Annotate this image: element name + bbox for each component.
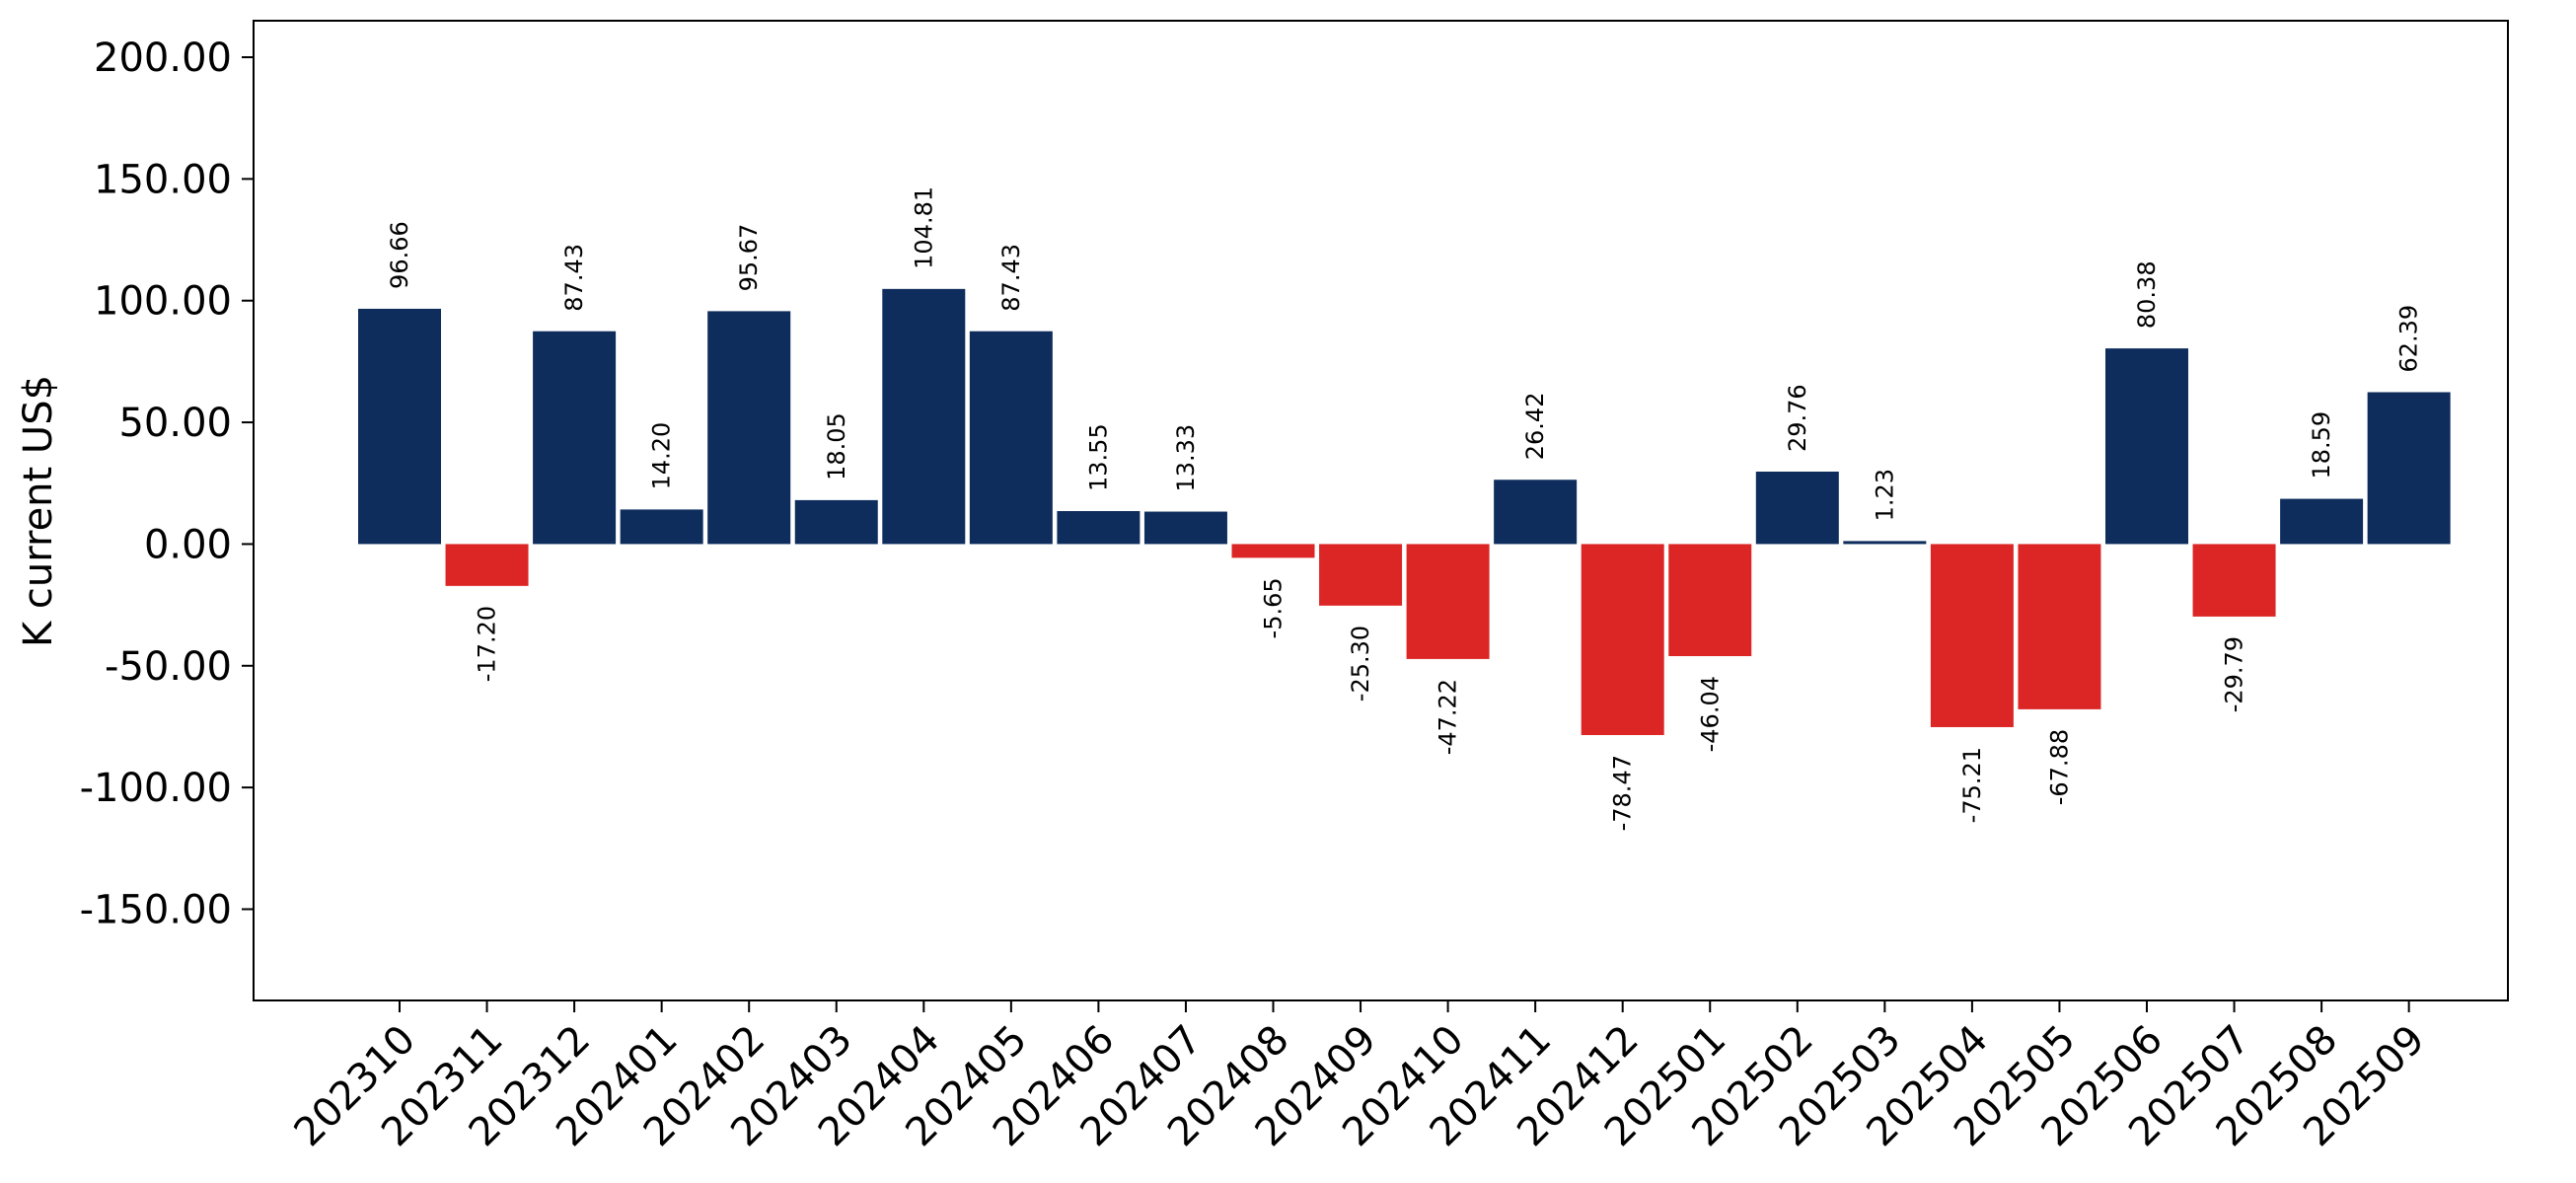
bar	[882, 288, 966, 545]
x-axis: 2023102023112023122024012024022024032024…	[286, 1000, 2434, 1155]
y-tick-label: 150.00	[94, 157, 232, 202]
plot-frame	[253, 20, 2509, 1001]
bar	[1668, 544, 1752, 657]
bar-value-label: -46.04	[1696, 676, 1724, 752]
bar	[620, 509, 703, 545]
bar-value-label: 96.66	[386, 221, 413, 289]
y-axis-label: K current US$	[16, 375, 61, 647]
data-labels: 96.66 -17.20 87.43 14.20 95.67 18.05 104.81 87.…	[386, 186, 2423, 832]
bar-value-label: -47.22	[1435, 679, 1462, 755]
bar	[1930, 544, 2014, 727]
bar-value-label: -17.20	[474, 606, 501, 682]
bar-value-label: 87.43	[997, 244, 1025, 312]
bar	[707, 311, 791, 545]
bar	[2105, 348, 2188, 545]
bar	[445, 544, 529, 586]
bar	[1755, 472, 1839, 545]
bar-value-label: 1.23	[1871, 469, 1898, 521]
bar-value-label: 62.39	[2395, 305, 2423, 373]
bar	[2192, 544, 2276, 617]
bar	[2018, 544, 2101, 709]
bar	[1581, 544, 1664, 736]
bar	[533, 331, 617, 545]
bar	[1843, 541, 1927, 545]
bar-value-label: -5.65	[1260, 577, 1288, 638]
bar-value-label: 95.67	[735, 224, 763, 292]
bar-value-label: 80.38	[2133, 260, 2161, 329]
bar-value-label: 87.43	[560, 244, 588, 312]
bar	[1319, 544, 1403, 606]
y-tick-label: -50.00	[105, 644, 232, 690]
y-tick-label: -150.00	[80, 887, 232, 932]
y-axis: -150.00 -100.00 -50.00 0.00 50.00 100.00 150.0…	[80, 36, 254, 932]
bar-value-label: 26.42	[1521, 393, 1549, 461]
bar-value-label: 18.05	[823, 412, 850, 481]
bar-value-label: -75.21	[1958, 747, 1986, 823]
bar	[358, 308, 441, 545]
y-tick-label: 200.00	[94, 36, 232, 81]
bar	[1143, 511, 1227, 545]
bar-value-label: 29.76	[1784, 384, 1811, 452]
bar-value-label: -67.88	[2045, 729, 2073, 805]
bar-value-label: 18.59	[2308, 411, 2335, 480]
bar	[1494, 480, 1578, 545]
bar	[2280, 498, 2364, 545]
bar-value-label: -25.30	[1347, 626, 1374, 702]
y-tick-label: -100.00	[80, 766, 232, 811]
bar-value-label: 104.81	[910, 186, 937, 269]
y-tick-label: 0.00	[144, 522, 232, 567]
y-tick-label: 100.00	[94, 279, 232, 325]
bar	[1406, 544, 1490, 659]
bar-value-label: -78.47	[1609, 755, 1637, 831]
bars	[358, 288, 2451, 736]
bar-value-label: 14.20	[648, 422, 676, 490]
bar	[2367, 392, 2451, 545]
bar	[1057, 510, 1141, 545]
y-tick-label: 50.00	[118, 401, 232, 446]
bar-value-label: 13.55	[1084, 423, 1112, 491]
bar	[794, 499, 878, 545]
bar	[969, 331, 1053, 545]
bar	[1231, 544, 1315, 558]
bar-value-label: -29.79	[2221, 636, 2248, 712]
bar-value-label: 13.33	[1172, 424, 1200, 492]
